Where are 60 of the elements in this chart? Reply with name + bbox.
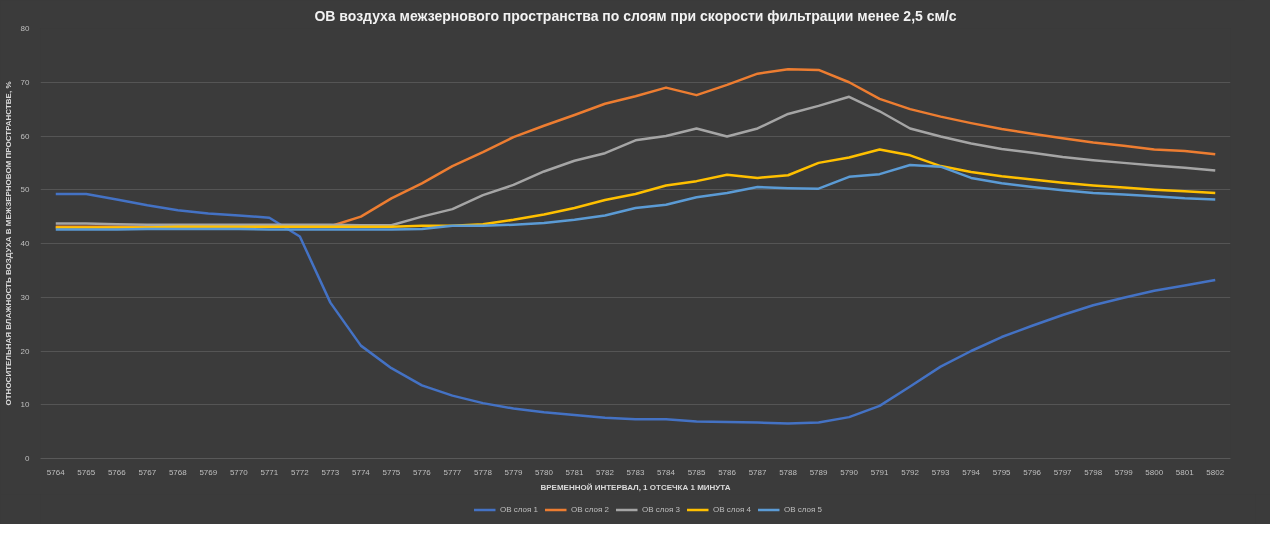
- x-tick-label: 5800: [1145, 467, 1164, 477]
- x-tick-label: 5764: [46, 467, 66, 477]
- y-tick-label: 40: [20, 239, 31, 248]
- y-tick-label: 0: [25, 454, 31, 463]
- x-tick-label: 5795: [992, 467, 1012, 477]
- legend-label: ОВ слоя 5: [784, 504, 822, 514]
- x-tick-label: 5770: [229, 467, 249, 477]
- x-tick-label: 5791: [870, 467, 890, 477]
- x-axis-title: ВРЕМЕННОЙ ИНТЕРВАЛ, 1 ОТСЕЧКА 1 МИНУТА: [540, 482, 731, 492]
- legend-label: ОВ слоя 4: [713, 504, 751, 514]
- x-tick-label: 5768: [168, 467, 188, 477]
- x-tick-label: 5802: [1206, 467, 1225, 477]
- y-tick-label: 10: [20, 400, 31, 410]
- x-tick-label: 5781: [565, 467, 584, 477]
- x-tick-label: 5798: [1084, 467, 1103, 477]
- x-tick-label: 5771: [260, 467, 279, 477]
- y-tick-label: 30: [20, 292, 31, 302]
- x-tick-label: 5778: [474, 467, 493, 477]
- x-tick-label: 5772: [290, 467, 310, 477]
- line-series: [54, 192, 1217, 425]
- x-tick-label: 5767: [138, 467, 157, 477]
- y-tick-label: 80: [20, 24, 31, 33]
- x-tick-label: 5788: [779, 467, 798, 477]
- x-tick-label: 5769: [199, 467, 218, 477]
- x-tick-label: 5774: [351, 467, 371, 477]
- x-tick-label: 5775: [382, 467, 401, 477]
- x-tick-label: 5766: [107, 467, 127, 477]
- y-axis-title: ОТНОСИТЕЛЬНАЯ ВЛАЖНОСТЬ ВОЗДУХА В МЕЖЗЕРНОВОМ ПРОСТРАНСТВЕ, %: [3, 81, 13, 406]
- chart-title: ОВ воздуха межзернового пространства по слоям при скорости фильтрации менее 2,5 см/с: [314, 7, 957, 24]
- line-series: [54, 163, 1217, 231]
- x-tick-label: 5780: [535, 467, 554, 477]
- legend-label: ОВ слоя 2: [571, 504, 609, 514]
- line-series: [54, 148, 1217, 229]
- x-tick-label: 5786: [718, 467, 737, 477]
- x-tick-label: 5797: [1053, 467, 1073, 477]
- x-tick-label: 5777: [443, 467, 462, 477]
- x-tick-label: 5785: [687, 467, 706, 477]
- x-tick-label: 5796: [1023, 467, 1042, 477]
- x-tick-label: 5792: [901, 467, 920, 477]
- y-tick-label: 20: [20, 346, 31, 356]
- x-tick-label: 5793: [931, 467, 951, 477]
- legend-label: ОВ слоя 3: [642, 504, 680, 514]
- x-tick-label: 5787: [748, 467, 767, 477]
- x-tick-label: 5799: [1114, 467, 1134, 477]
- y-tick-label: 60: [20, 131, 31, 141]
- x-tick-label: 5783: [626, 467, 645, 477]
- x-tick-label: 5794: [962, 467, 981, 477]
- y-tick-label: 50: [20, 185, 31, 195]
- x-tick-label: 5784: [657, 467, 676, 477]
- y-tick-label: 70: [20, 77, 31, 87]
- line-series: [54, 95, 1217, 227]
- x-tick-label: 5782: [596, 467, 615, 477]
- x-tick-label: 5776: [413, 467, 432, 477]
- x-tick-label: 5765: [77, 467, 96, 477]
- x-tick-label: 5801: [1175, 467, 1195, 477]
- x-tick-label: 5790: [840, 467, 859, 477]
- legend-label: ОВ слоя 1: [500, 504, 538, 514]
- x-tick-label: 5779: [504, 467, 523, 477]
- x-tick-label: 5773: [321, 467, 340, 477]
- x-tick-label: 5789: [809, 467, 829, 477]
